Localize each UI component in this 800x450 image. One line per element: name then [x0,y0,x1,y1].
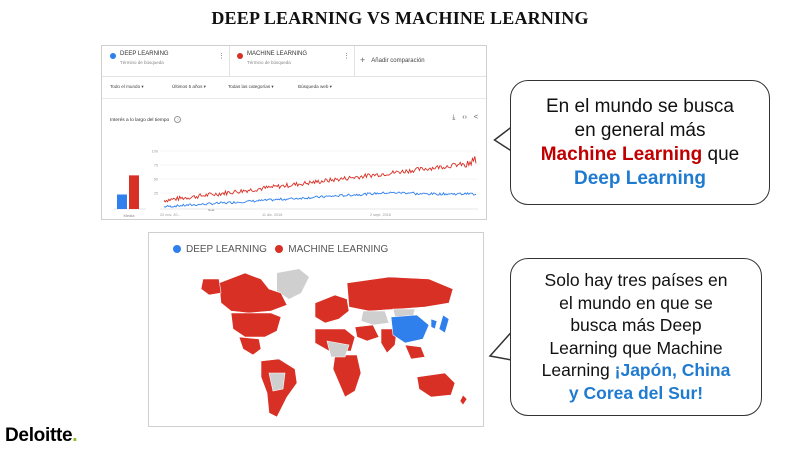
callout-line: Learning que Machine [549,337,723,358]
average-bar-machine [129,175,139,209]
term-deep-learning[interactable]: DEEP LEARNING Término de búsqueda ⋮ [102,46,230,76]
country-russia [346,276,454,312]
y-tick: 25 [154,192,158,196]
callout-map: Solo hay tres países en el mundo en que … [510,258,762,416]
region-central-asia [360,310,390,326]
more-vert-icon[interactable]: ⋮ [343,53,350,60]
average-label: Media [124,213,136,218]
country-usa-alaska [200,278,222,296]
more-vert-icon[interactable]: ⋮ [218,53,225,60]
callout-tail [488,331,513,361]
callout-line: el mundo en que se [559,292,713,313]
term-name: DEEP LEARNING [120,51,169,57]
highlight-countries: y Corea del Sur! [568,382,704,403]
term-subtitle: Término de búsqueda [120,60,164,65]
callout-line: Learning ¡Japón, China [511,359,761,382]
highlight-machine-learning: Machine Learning [540,144,703,165]
country-usa [230,312,282,338]
region-amazon [268,372,286,392]
x-tick: 22 nov. 20... [160,213,181,217]
callout-line: Solo hay tres países en [544,270,728,290]
add-comparison-label: Añadir comparación [371,58,425,64]
plus-icon: + [360,55,366,65]
share-icon[interactable]: < [473,114,478,121]
world-map-panel: DEEP LEARNING MACHINE LEARNING [148,232,484,427]
country-new-zealand [459,394,468,406]
country-canada [218,272,288,314]
y-tick: 100 [152,150,158,154]
logo-text: Deloitte [5,425,73,446]
blue-dot-icon [110,53,116,59]
embed-icon[interactable]: ‹› [462,114,467,121]
filter-region[interactable]: Todo el mundo ▾ [110,84,144,89]
y-tick: 50 [154,178,158,182]
highlight-countries: ¡Japón, China [614,360,731,380]
callout-line: En el mundo se busca [545,96,734,117]
filters-bar: Todo el mundo ▾ Últimos 5 años ▾ Todas l… [102,76,486,99]
country-china [390,314,430,344]
series-machine-learning [163,156,477,203]
red-dot-icon [237,53,243,59]
term-machine-learning[interactable]: MACHINE LEARNING Término de búsqueda ⋮ [229,46,355,76]
highlight-deep-learning: Deep Learning [574,168,706,189]
region-southern-africa [332,354,362,398]
country-korea [430,318,438,330]
help-icon[interactable]: ? [174,116,182,123]
x-tick: 2 sept. 2018 [370,213,391,217]
x-tick: 11 dic. 2016 [262,213,282,217]
term-subtitle: Término de búsqueda [247,60,291,65]
series-deep-learning [163,191,477,208]
chart-tools: ⤓ ‹› < [447,114,478,122]
callout-line: en general más [574,120,706,141]
logo-dot: . [72,425,78,446]
region-middle-east [354,324,380,342]
filter-search-type[interactable]: Búsqueda web ▾ [298,84,332,89]
filter-category[interactable]: Todas las categorías ▾ [228,84,274,89]
callout-tail [493,126,512,152]
tail-mask [511,127,515,149]
average-bar-deep [117,194,127,209]
callout-line: busca más Deep [570,315,702,335]
callout-text: que [702,144,740,165]
red-dot-icon [275,245,284,253]
greenland [277,269,309,299]
country-australia [416,372,456,398]
region-central-africa [326,340,350,358]
map-legend: DEEP LEARNING MACHINE LEARNING [173,244,388,255]
add-comparison-button[interactable]: + Añadir comparación [360,54,425,65]
region-europe [314,294,350,324]
tail-mask [511,332,515,360]
callout-trends: En el mundo se busca en general más Mach… [510,80,770,205]
legend-deep: DEEP LEARNING [186,244,267,255]
filter-time[interactable]: Últimos 5 años ▾ [172,84,206,89]
country-mexico [238,336,262,356]
blue-dot-icon [173,245,181,253]
term-name: MACHINE LEARNING [247,51,308,57]
section-title-text: Interés a lo largo del tiempo [110,118,170,123]
y-tick: 75 [154,164,158,168]
download-icon[interactable]: ⤓ [452,114,456,121]
trend-chart: Media 100 75 50 25 22 nov. 20... 11 dic.… [114,150,478,218]
search-terms-bar: DEEP LEARNING Término de búsqueda ⋮ MACH… [102,46,486,77]
note-label: Nota [208,208,215,212]
deloitte-logo: Deloitte. [5,425,78,447]
legend-machine: MACHINE LEARNING [288,244,389,255]
country-japan [438,314,450,334]
callout-line: Machine Learning que [511,143,769,167]
trends-panel: DEEP LEARNING Término de búsqueda ⋮ MACH… [101,45,487,220]
world-map [200,269,468,418]
callout-text: Learning [541,360,615,380]
region-southeast-asia [404,344,426,360]
slide-title: DEEP LEARNING VS MACHINE LEARNING [211,8,589,28]
interest-over-time-title: Interés a lo largo del tiempo? [110,116,182,123]
